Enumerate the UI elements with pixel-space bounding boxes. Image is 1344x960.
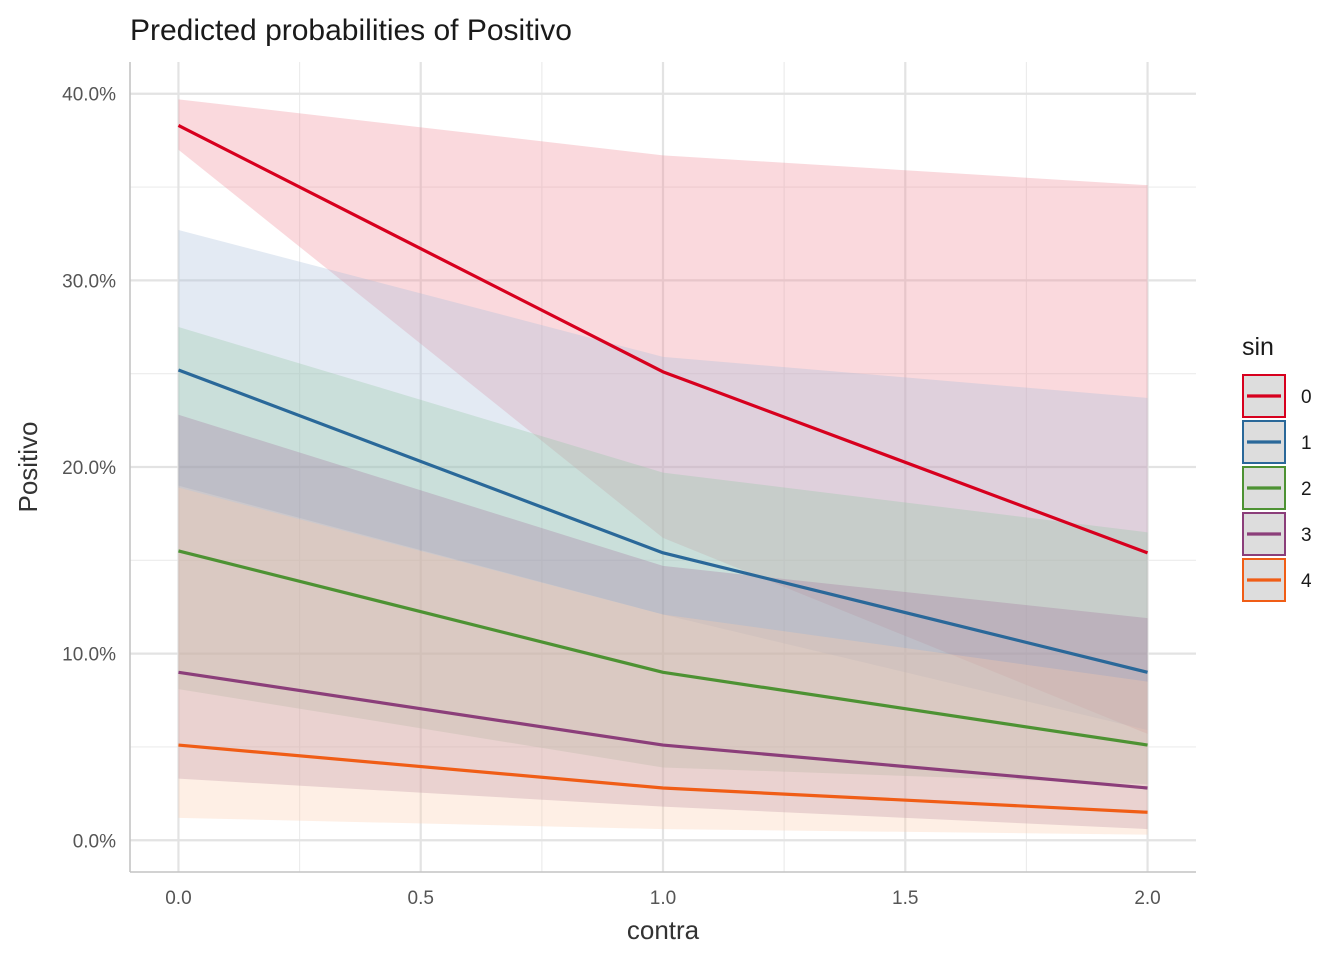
series-line-3 — [178, 670, 1148, 790]
series-line-2 — [178, 549, 1148, 747]
series-line-4 — [178, 743, 1148, 814]
legend-label: 4 — [1301, 571, 1312, 592]
x-tick-label: 1.5 — [892, 888, 918, 909]
y-axis-title: Positivo — [13, 421, 43, 512]
confidence-band-1 — [178, 229, 1148, 731]
y-tick-label: 0.0% — [73, 831, 116, 852]
series-line-1 — [177, 368, 1148, 674]
legend-label: 1 — [1301, 433, 1312, 454]
y-tick-label: 40.0% — [62, 85, 116, 106]
legend-item-0: 0 — [1242, 374, 1312, 418]
legend-label: 2 — [1301, 479, 1312, 500]
y-tick-label: 10.0% — [62, 645, 116, 666]
y-tick-label: 30.0% — [62, 271, 116, 292]
confidence-bands — [178, 99, 1148, 835]
legend-label: 3 — [1301, 525, 1312, 546]
x-tick-labels: 0.0 0.5 1.0 1.5 2.0 — [165, 888, 1161, 909]
series-lines — [177, 124, 1149, 814]
legend-item-4: 4 — [1242, 558, 1312, 602]
x-tick-label: 0.0 — [165, 888, 191, 909]
x-axis-title: contra — [627, 915, 700, 945]
confidence-band-2 — [178, 327, 1148, 785]
chart-title: Predicted probabilities of Positivo — [130, 14, 572, 47]
legend-item-2: 2 — [1242, 466, 1312, 510]
y-tick-label: 20.0% — [62, 458, 116, 479]
legend-item-3: 3 — [1242, 512, 1312, 556]
series-line-0 — [177, 124, 1149, 555]
y-tick-labels: 0.0% 10.0% 20.0% 30.0% 40.0% — [62, 85, 116, 853]
confidence-band-0 — [178, 99, 1148, 734]
grid — [130, 62, 1196, 872]
x-tick-label: 2.0 — [1134, 888, 1160, 909]
confidence-band-4 — [178, 487, 1148, 835]
x-tick-label: 0.5 — [408, 888, 434, 909]
legend-item-1: 1 — [1242, 420, 1312, 464]
legend-label: 0 — [1301, 387, 1312, 408]
confidence-band-3 — [178, 414, 1148, 830]
legend: sin 0 1 2 3 4 — [1242, 333, 1312, 602]
legend-title: sin — [1242, 333, 1274, 361]
x-tick-label: 1.0 — [650, 888, 676, 909]
axes — [129, 62, 1196, 873]
